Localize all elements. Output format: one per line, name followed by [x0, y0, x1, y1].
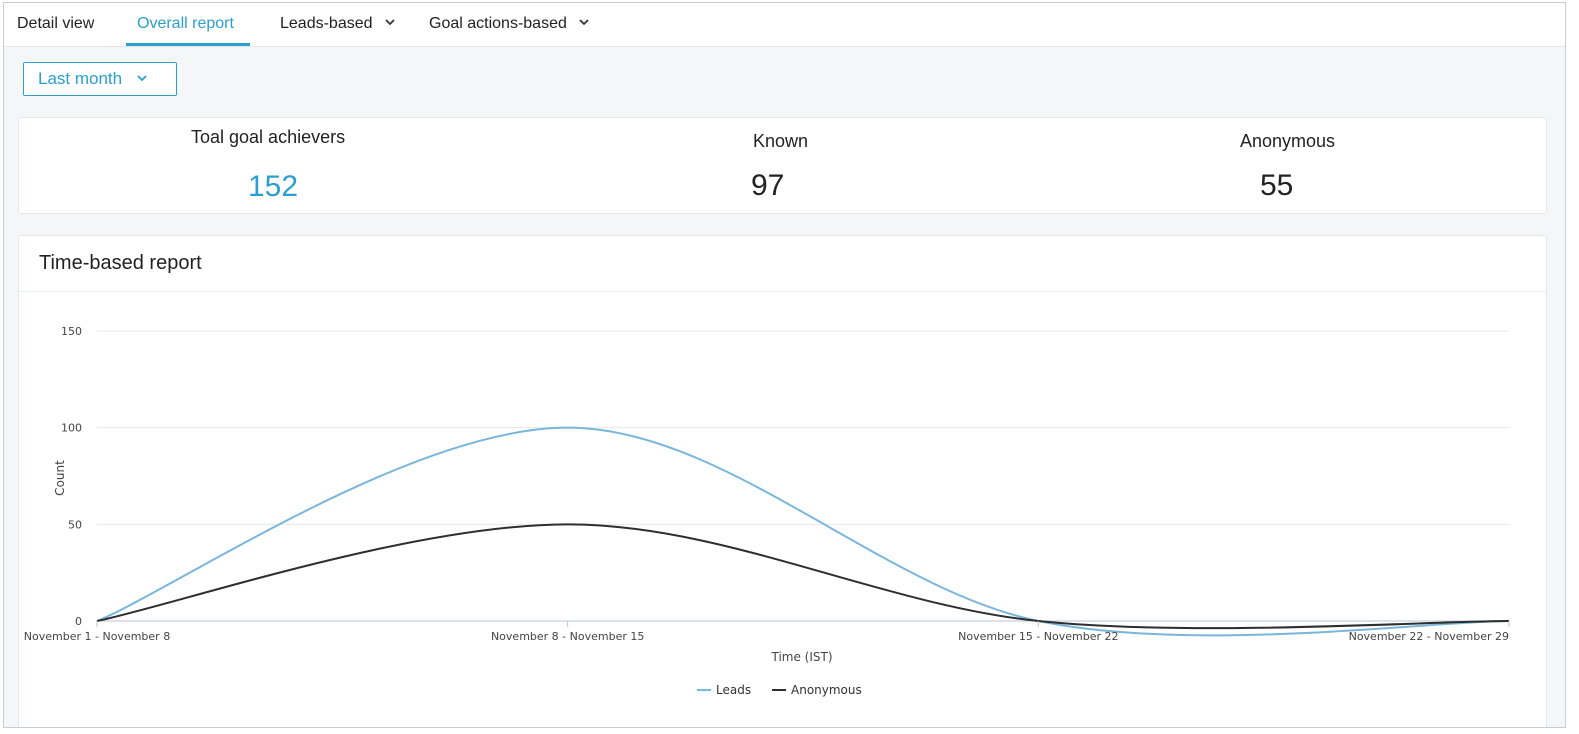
- time-based-report-card: Time-based report 0 50 100 150 November 1 - …: [18, 235, 1547, 727]
- x-tick-label: November 8 - November 15: [491, 630, 644, 643]
- date-range-dropdown[interactable]: Last month: [23, 62, 177, 96]
- total-achievers-value: 152: [248, 170, 299, 203]
- app-frame: Detail view Overall report Leads-based G…: [3, 2, 1566, 728]
- x-tick-label: November 22 - November 29: [1349, 630, 1509, 643]
- tab-label: Leads-based: [280, 15, 373, 32]
- chevron-down-icon: [579, 19, 589, 26]
- tab-leads-based[interactable]: Leads-based: [280, 3, 397, 47]
- tab-overall-report[interactable]: Overall report: [137, 3, 234, 47]
- total-achievers-label: Toal goal achievers: [191, 127, 346, 147]
- chart-legend: Leads Anonymous: [697, 683, 862, 697]
- tab-bar: Detail view Overall report Leads-based G…: [4, 3, 1565, 47]
- y-axis-title: Count: [53, 460, 67, 496]
- active-tab-indicator: [126, 43, 250, 46]
- chevron-down-icon: [137, 75, 147, 82]
- x-tick-label: November 1 - November 8: [24, 630, 170, 643]
- y-tick-label: 150: [61, 325, 82, 338]
- tab-goal-actions-based[interactable]: Goal actions-based: [429, 3, 591, 47]
- y-tick-label: 50: [68, 518, 82, 531]
- chevron-down-icon: [385, 19, 395, 26]
- series-line-anonymous: [96, 523, 1510, 630]
- anonymous-label: Anonymous: [1240, 131, 1336, 151]
- y-tick-label: 0: [75, 615, 82, 628]
- known-value: 97: [751, 169, 785, 202]
- tab-label: Overall report: [137, 15, 234, 32]
- legend-label: Anonymous: [791, 683, 862, 697]
- x-axis-title: Time (IST): [770, 650, 832, 664]
- tab-label: Goal actions-based: [429, 15, 567, 32]
- date-range-value: Last month: [38, 69, 123, 88]
- tab-detail-view[interactable]: Detail view: [17, 3, 94, 47]
- known-label: Known: [753, 131, 809, 151]
- tab-label: Detail view: [17, 15, 95, 32]
- y-tick-label: 100: [61, 422, 82, 435]
- series-line-leads: [96, 426, 1510, 637]
- time-based-line-chart: 0 50 100 150 November 1 - November 8 November…: [24, 325, 1510, 697]
- legend-label: Leads: [716, 683, 751, 697]
- summary-stats-card: Toal goal achievers 152 Known 97 Anonymo…: [18, 117, 1547, 214]
- report-header: Time-based report: [19, 236, 1546, 292]
- x-tick-label: November 15 - November 22: [958, 630, 1118, 643]
- report-title: Time-based report: [39, 252, 202, 274]
- anonymous-value: 55: [1260, 169, 1294, 202]
